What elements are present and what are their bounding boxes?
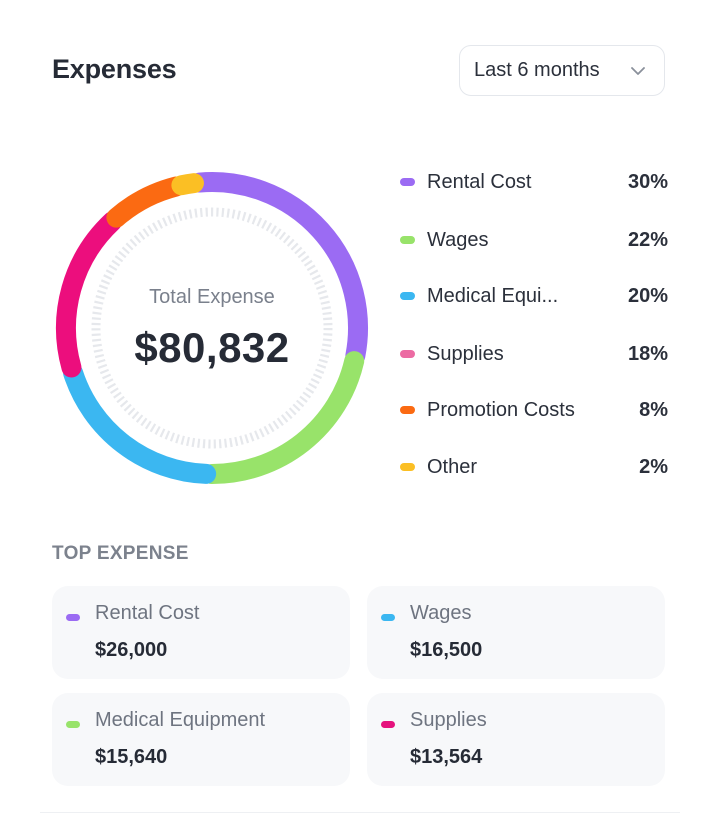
card-title: Expenses [52,54,177,84]
donut-segment-promotion-costs[interactable] [106,176,186,228]
legend-label: Medical Equi... [427,284,559,307]
legend-percent: 20% [627,284,668,307]
legend-swatch [400,178,415,186]
legend-label: Promotion Costs [427,398,575,421]
legend-item-medical-equipment: Medical Equi... 20% [400,276,668,316]
time-range-dropdown[interactable]: Last 6 months [459,45,665,96]
legend-label: Supplies [427,342,504,365]
tile-amount: $16,500 [410,639,483,661]
legend-percent: 30% [627,170,668,193]
tile-label: Supplies [410,709,487,731]
tile-amount: $13,564 [410,746,483,768]
donut-svg [56,172,368,485]
total-expense-caption: Total Expense [149,286,275,308]
tile-label: Wages [410,602,472,624]
legend-percent: 22% [627,228,668,251]
tile-amount: $26,000 [95,639,168,661]
time-range-value: Last 6 months [474,59,600,81]
donut-segment-wages[interactable] [201,351,365,485]
tile-swatch [381,721,395,728]
legend-percent: 18% [627,342,668,365]
tile-label: Medical Equipment [95,709,266,731]
tile-swatch [381,614,395,621]
tile-swatch [66,614,80,621]
legend-item-promotion-costs: Promotion Costs 8% [400,390,668,430]
legend-item-wages: Wages 22% [400,220,668,260]
top-expense-tile-medical-equipment[interactable]: Medical Equipment $15,640 [52,693,350,786]
divider [40,812,680,813]
legend-swatch [400,236,415,244]
tile-swatch [66,721,80,728]
tile-label: Rental Cost [95,602,200,624]
expense-donut-chart: Total Expense $80,832 [46,162,378,494]
legend-label: Rental Cost [427,170,532,193]
donut-segment-rental-cost[interactable] [189,172,368,366]
legend-percent: 2% [639,455,668,478]
legend-swatch [400,350,415,358]
tile-amount: $15,640 [95,746,168,768]
legend-label: Other [427,455,478,478]
legend-item-other: Other 2% [400,447,668,487]
top-expense-tile-wages[interactable]: Wages $16,500 [367,586,665,679]
chevron-down-icon [631,67,645,75]
inner-dashed-ring [91,207,333,449]
top-expense-heading: TOP EXPENSE [52,543,189,564]
top-expense-tile-supplies[interactable]: Supplies $13,564 [367,693,665,786]
legend-percent: 8% [639,398,668,421]
donut-segments [56,172,368,485]
top-expense-tile-rental-cost[interactable]: Rental Cost $26,000 [52,586,350,679]
total-expense-value: $80,832 [134,324,290,371]
donut-segment-other[interactable] [171,173,204,196]
legend-item-rental-cost: Rental Cost 30% [400,162,668,202]
legend-swatch [400,463,415,471]
legend-item-supplies: Supplies 18% [400,334,668,374]
legend-swatch [400,292,415,300]
donut-segment-supplies[interactable] [56,211,123,378]
legend-swatch [400,406,415,414]
donut-segment-medical-equi[interactable] [63,362,217,484]
legend-label: Wages [427,228,489,251]
